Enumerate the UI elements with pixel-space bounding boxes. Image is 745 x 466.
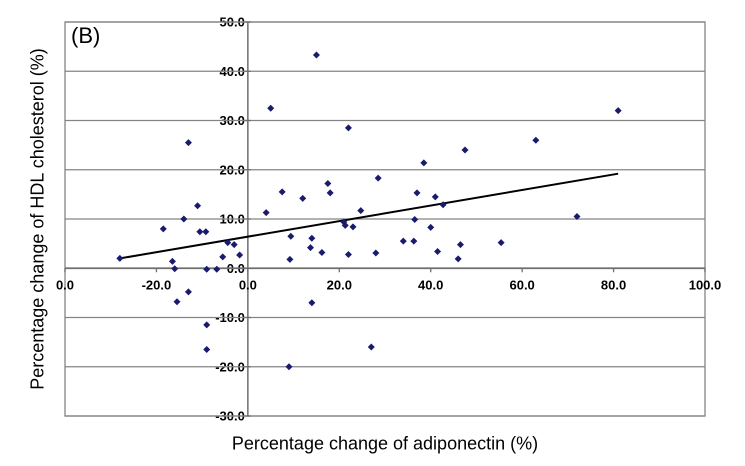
x-tick-label: 60.0 bbox=[509, 277, 534, 292]
data-point bbox=[203, 321, 211, 329]
data-point bbox=[116, 254, 124, 262]
x-axis-title: Percentage change of adiponectin (%) bbox=[231, 433, 539, 454]
data-point bbox=[184, 139, 192, 147]
data-point bbox=[399, 237, 407, 245]
data-point bbox=[427, 223, 435, 231]
data-point bbox=[287, 232, 295, 240]
data-point bbox=[308, 299, 316, 307]
data-point bbox=[312, 51, 320, 59]
data-point bbox=[236, 251, 244, 259]
data-point bbox=[410, 237, 418, 245]
plot-border bbox=[64, 21, 706, 417]
data-point bbox=[171, 265, 179, 273]
data-point bbox=[202, 228, 210, 236]
data-point bbox=[224, 239, 232, 247]
data-point bbox=[159, 225, 167, 233]
data-point bbox=[411, 215, 419, 223]
x-tick-label: 20.0 bbox=[327, 277, 352, 292]
data-point bbox=[461, 146, 469, 154]
trend-line bbox=[119, 172, 619, 260]
data-point bbox=[184, 288, 192, 296]
data-point bbox=[344, 124, 352, 132]
data-point bbox=[306, 244, 314, 252]
data-point bbox=[203, 265, 211, 273]
data-point bbox=[367, 343, 375, 351]
data-point bbox=[326, 189, 334, 197]
data-point bbox=[180, 215, 188, 223]
data-point bbox=[299, 194, 307, 202]
x-tick-label: 100.0 bbox=[689, 277, 722, 292]
y-axis-title: Percentage change of HDL cholesterol (%) bbox=[27, 48, 48, 390]
data-point bbox=[308, 234, 316, 242]
data-point bbox=[532, 136, 540, 144]
data-point bbox=[219, 253, 227, 261]
data-point bbox=[372, 249, 380, 257]
data-point bbox=[203, 346, 211, 354]
x-tick-label: 40.0 bbox=[418, 277, 443, 292]
data-point bbox=[439, 201, 447, 209]
data-point bbox=[431, 193, 439, 201]
data-point bbox=[357, 207, 365, 215]
data-point bbox=[267, 104, 275, 112]
data-point bbox=[318, 248, 326, 256]
data-point bbox=[456, 241, 464, 249]
data-point bbox=[286, 255, 294, 263]
data-point bbox=[341, 221, 349, 229]
data-point bbox=[213, 265, 221, 273]
data-point bbox=[285, 363, 293, 371]
data-point bbox=[374, 174, 382, 182]
data-point bbox=[168, 257, 176, 265]
data-point bbox=[262, 209, 270, 217]
data-point bbox=[420, 159, 428, 167]
data-point bbox=[324, 180, 332, 188]
data-point bbox=[173, 298, 181, 306]
data-point bbox=[349, 223, 357, 231]
x-tick-label: 0.0 bbox=[56, 277, 74, 292]
x-tick-label: -20.0 bbox=[142, 277, 172, 292]
data-point bbox=[434, 248, 442, 256]
data-point bbox=[344, 250, 352, 258]
data-point bbox=[454, 255, 462, 263]
data-point bbox=[497, 239, 505, 247]
data-point bbox=[230, 241, 238, 249]
panel-label: (B) bbox=[71, 23, 101, 48]
x-tick-label: 80.0 bbox=[601, 277, 626, 292]
data-point bbox=[573, 213, 581, 221]
data-point bbox=[196, 228, 204, 236]
data-point bbox=[614, 107, 622, 115]
data-point bbox=[278, 188, 286, 196]
x-tick-label: 0.0 bbox=[239, 277, 257, 292]
data-point bbox=[194, 202, 202, 210]
data-point bbox=[413, 189, 421, 197]
